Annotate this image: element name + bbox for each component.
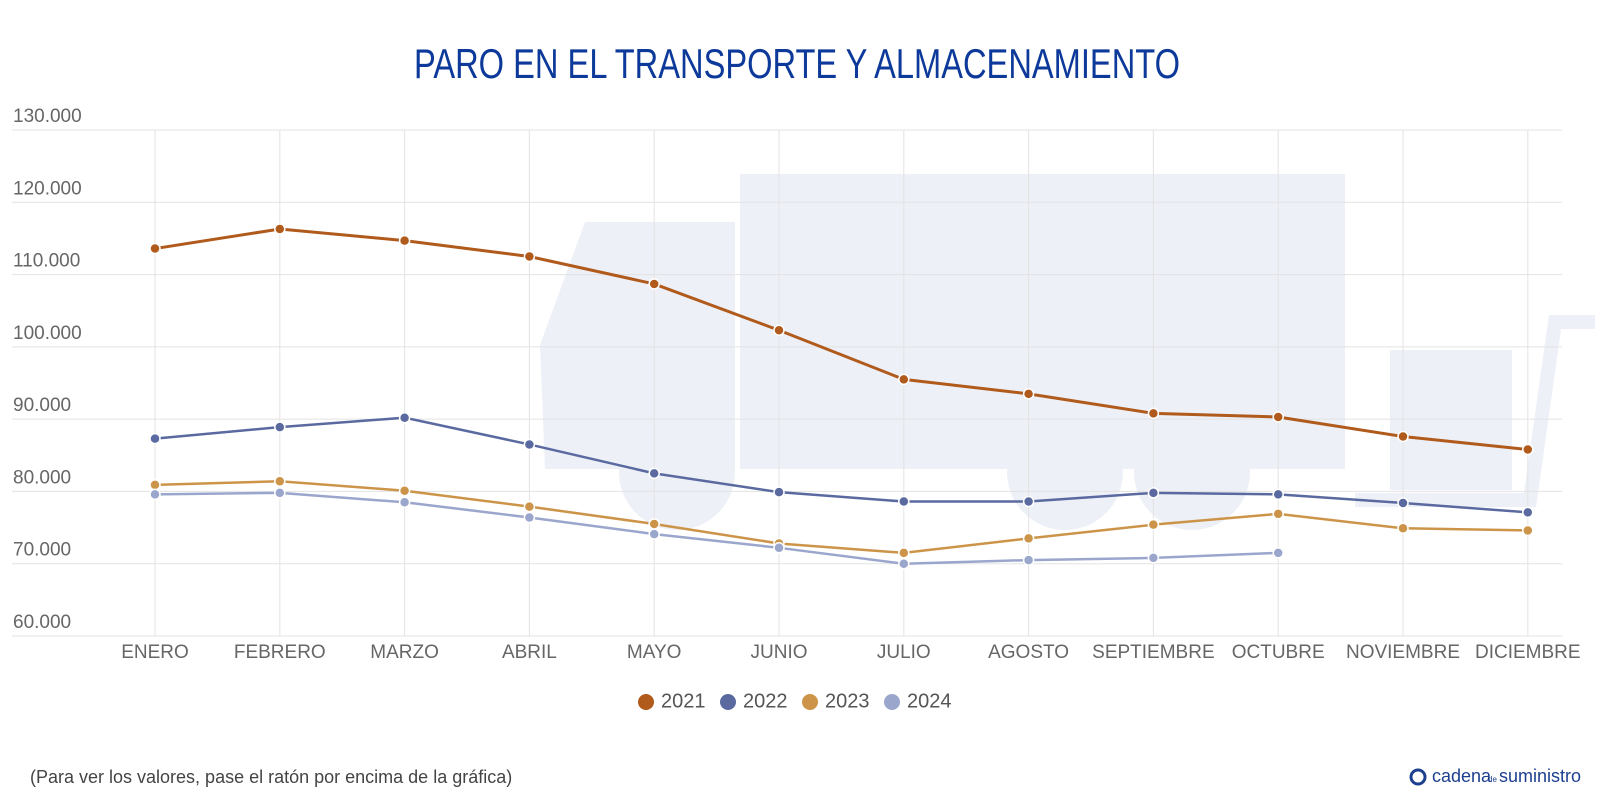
data-point <box>648 467 660 480</box>
data-point <box>773 542 785 554</box>
y-tick-label: 130.000 <box>13 106 82 127</box>
data-point <box>1022 495 1035 508</box>
data-point <box>898 547 910 559</box>
data-point <box>149 479 161 491</box>
x-tick-label: DICIEMBRE <box>1475 642 1581 663</box>
brand-middle: de <box>1488 775 1497 784</box>
brand-first: cadena <box>1432 766 1492 786</box>
y-tick-label: 100.000 <box>13 323 82 344</box>
data-point <box>1022 388 1035 400</box>
legend-label: 2022 <box>743 690 788 712</box>
x-tick-label: ENERO <box>121 642 189 663</box>
series-line <box>154 227 1528 451</box>
brand-last: suministro <box>1499 766 1581 786</box>
legend-marker <box>884 694 900 710</box>
series-line <box>154 416 1528 514</box>
data-point <box>1147 518 1160 531</box>
data-point <box>773 324 785 336</box>
data-point <box>398 411 411 424</box>
x-tick-label: ABRIL <box>502 642 557 663</box>
footnote: (Para ver los valores, pase el ratón por… <box>30 767 512 787</box>
y-tick-label: 90.000 <box>13 395 71 416</box>
data-point <box>398 234 411 247</box>
data-point <box>274 475 286 488</box>
y-tick-label: 120.000 <box>13 178 82 199</box>
y-tick-label: 70.000 <box>13 540 71 561</box>
logo-icon <box>1409 768 1427 786</box>
data-point <box>898 495 910 508</box>
data-point <box>523 250 536 263</box>
data-point <box>898 557 910 570</box>
x-tick-label: JULIO <box>877 642 931 663</box>
x-tick-label: AGOSTO <box>988 642 1069 663</box>
data-point <box>523 438 536 451</box>
data-point <box>773 486 785 498</box>
x-tick-label: JUNIO <box>751 642 808 663</box>
legend-marker <box>720 694 736 710</box>
data-point <box>523 511 536 524</box>
x-tick-label: MARZO <box>370 642 439 663</box>
data-point <box>648 518 660 530</box>
data-point <box>648 278 660 290</box>
y-tick-label: 60.000 <box>13 612 71 633</box>
data-point <box>274 223 286 235</box>
data-point <box>149 488 161 501</box>
data-point <box>1147 407 1160 420</box>
legend-label: 2021 <box>661 690 706 712</box>
truck-background <box>540 174 1595 530</box>
series-line <box>154 491 1279 565</box>
x-tick-label: NOVIEMBRE <box>1346 642 1460 663</box>
data-point <box>1272 488 1284 501</box>
data-point <box>1022 532 1035 545</box>
data-point <box>898 373 910 386</box>
legend-marker <box>802 694 818 710</box>
x-tick-label: MAYO <box>627 642 682 663</box>
data-point <box>398 496 411 509</box>
legend-label: 2024 <box>907 690 952 712</box>
data-point <box>648 528 660 540</box>
data-point <box>1522 524 1534 537</box>
data-point <box>274 421 286 433</box>
data-point <box>1147 487 1160 499</box>
x-tick-label: FEBRERO <box>234 642 326 663</box>
data-point <box>1397 497 1409 509</box>
y-tick-label: 110.000 <box>13 251 80 272</box>
data-point <box>149 432 161 445</box>
legend-label: 2023 <box>825 690 870 712</box>
data-point <box>149 242 161 255</box>
data-point <box>523 500 536 513</box>
legend-marker <box>638 694 654 710</box>
data-point <box>1522 506 1534 519</box>
data-point <box>1272 411 1284 423</box>
data-point <box>1397 522 1409 535</box>
data-point <box>1522 443 1534 456</box>
data-point <box>1272 508 1284 520</box>
data-point <box>1272 547 1284 559</box>
data-point <box>274 487 286 499</box>
data-point <box>1147 552 1160 564</box>
x-tick-label: SEPTIEMBRE <box>1092 642 1214 663</box>
y-tick-label: 80.000 <box>13 467 71 488</box>
data-point <box>1397 430 1409 443</box>
brand-logo: cadena de suministro <box>1409 766 1581 786</box>
series-line <box>154 480 1528 555</box>
data-point <box>398 484 411 497</box>
chart-title: PARO EN EL TRANSPORTE Y ALMACENAMIENTO <box>414 40 1180 87</box>
data-point <box>1022 554 1035 566</box>
x-tick-label: OCTUBRE <box>1232 642 1325 663</box>
